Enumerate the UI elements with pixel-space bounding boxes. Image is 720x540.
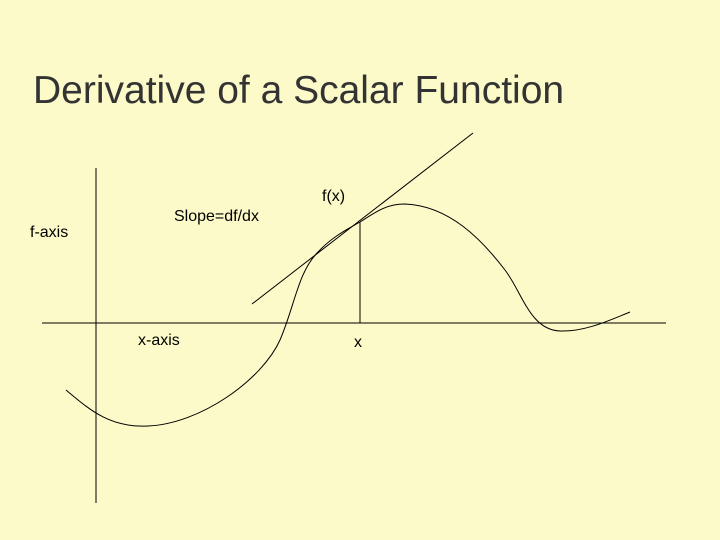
fx-label: f(x) bbox=[322, 188, 345, 205]
function-curve bbox=[65, 203, 631, 427]
slope-label: Slope=df/dx bbox=[174, 208, 259, 225]
x-axis-label: x-axis bbox=[138, 332, 180, 349]
f-axis-label: f-axis bbox=[30, 224, 68, 241]
x-label: x bbox=[354, 334, 362, 351]
slide-title: Derivative of a Scalar Function bbox=[33, 69, 564, 112]
tangent-line bbox=[251, 132, 474, 305]
